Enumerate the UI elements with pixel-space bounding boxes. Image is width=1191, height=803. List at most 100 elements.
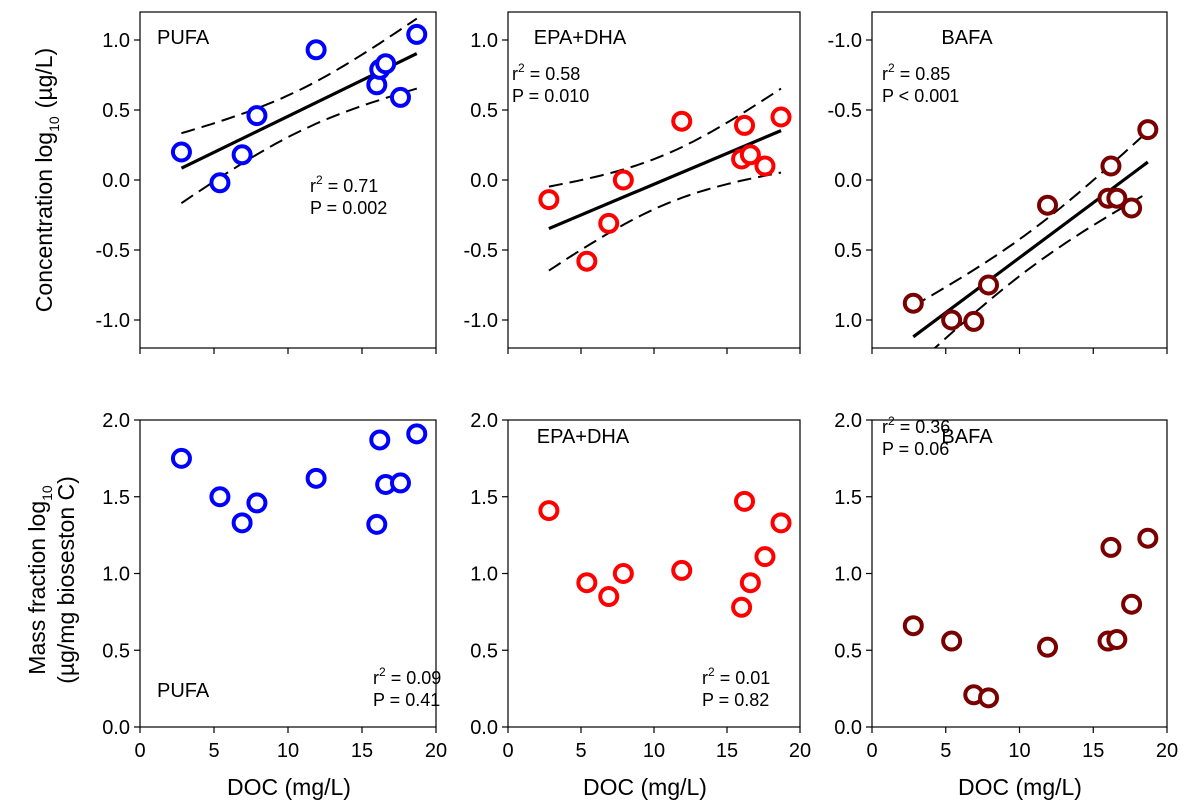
x-tick-label: 0 (502, 740, 513, 762)
panel-title: PUFA (157, 27, 210, 49)
y-tick-label: 1.5 (470, 487, 498, 509)
data-point (1137, 527, 1159, 549)
data-point (612, 563, 634, 584)
plot-frame (507, 11, 801, 349)
r-squared-label: r2 = 0.36 (882, 414, 950, 437)
data-point (170, 447, 192, 469)
data-point (1137, 119, 1159, 141)
x-axis-label-middle: DOC (mg/L) (583, 774, 707, 800)
y-tick-label: 0.5 (470, 100, 498, 122)
x-axis-label-left: DOC (mg/L) (227, 774, 351, 800)
y-tick-label: 2.0 (102, 410, 130, 432)
scatter-panel-3: 1.0 0.5 0.0 -0.5 -1.0 BAFA r2 = 0.85P < 0.001 (828, 11, 1168, 354)
data-point (671, 559, 693, 581)
y-tick-label: 0.5 (834, 640, 862, 662)
panel-title: EPA+DHA (537, 426, 630, 448)
data-point (1037, 636, 1059, 658)
data-point (941, 309, 963, 331)
p-value-label: P = 0.41 (373, 690, 440, 710)
y-tick-label: 1.0 (470, 564, 498, 586)
y-tick-label: 0.5 (470, 640, 498, 662)
scatter-panel-1: -1.0 -0.5 0.0 0.5 1.0 PUFA r2 = 0.71P = 0.002 (96, 11, 437, 354)
data-point (902, 615, 924, 637)
data-point (538, 189, 560, 211)
data-point (734, 490, 756, 512)
panel-title: PUFA (157, 680, 210, 702)
data-point (406, 23, 428, 45)
panel-title: EPA+DHA (534, 27, 627, 49)
y-tick-label: 1.0 (470, 30, 498, 52)
p-value-label: P = 0.010 (512, 86, 589, 106)
x-tick-label: 5 (208, 740, 219, 762)
y-tick-label: 0.0 (834, 717, 862, 739)
y-tick-label: 1.0 (834, 310, 862, 332)
x-tick-label: 15 (351, 740, 373, 762)
data-point (375, 53, 397, 75)
regression-group (548, 87, 782, 272)
p-value-label: P = 0.002 (310, 198, 387, 218)
y-tick-label: -1.0 (96, 310, 130, 332)
data-point (305, 467, 327, 489)
data-point (406, 423, 428, 445)
y-tick-label: 0.0 (470, 717, 498, 739)
y-tick-label: 0.0 (102, 170, 130, 192)
y-tick-label: -0.5 (464, 240, 498, 262)
r-squared-label: r2 = 0.71 (310, 173, 378, 196)
confidence-band-lower (548, 171, 782, 272)
x-tick-label: 5 (940, 740, 951, 762)
plot-frame (871, 419, 1168, 728)
data-point (538, 500, 560, 522)
data-point (1037, 194, 1059, 216)
x-tick-label: 15 (716, 740, 738, 762)
y-tick-label: 1.0 (102, 564, 130, 586)
y-tick-label: 1.5 (834, 487, 862, 509)
data-point (1100, 155, 1122, 177)
x-axis-label-right: DOC (mg/L) (958, 774, 1082, 800)
data-point (389, 472, 411, 494)
y-tick-label: 0.0 (470, 170, 498, 192)
data-point (612, 169, 634, 191)
data-point (246, 105, 268, 127)
y-tick-label: 0.5 (102, 640, 130, 662)
data-point (731, 596, 753, 618)
x-tick-label: 10 (1008, 740, 1030, 762)
data-point (209, 172, 231, 194)
scatter-panel-4: 0.0 0.5 1.0 1.5 2.0 0 5 10 15 20 PUFA r2 = 0.09P = … (102, 410, 447, 762)
data-point (978, 274, 1000, 296)
y-tick-label: -1.0 (828, 30, 862, 52)
data-point (231, 144, 253, 166)
y-tick-label: -0.5 (828, 100, 862, 122)
scatter-panel-2: -1.0 -0.5 0.0 0.5 1.0 EPA+DHA r2 = 0.58P = 0.0… (464, 11, 801, 354)
data-point (209, 486, 231, 508)
data-point (598, 212, 620, 234)
y-tick-label: 2.0 (470, 410, 498, 432)
regression-line (548, 129, 782, 231)
data-point (231, 512, 253, 534)
data-point (941, 630, 963, 652)
data-point (369, 429, 391, 451)
y-tick-label: 0.0 (834, 170, 862, 192)
p-value-label: P = 0.82 (702, 690, 769, 710)
y-tick-label: 2.0 (834, 410, 862, 432)
data-point (770, 512, 792, 534)
data-point (1121, 197, 1143, 219)
data-point (1106, 187, 1128, 209)
y-tick-label: 0.5 (834, 240, 862, 262)
y-tick-label: 0.5 (102, 100, 130, 122)
confidence-band-upper (181, 17, 418, 135)
data-point (305, 39, 327, 61)
x-tick-label: 15 (1082, 740, 1104, 762)
data-point (902, 292, 924, 314)
data-point (1121, 593, 1143, 615)
data-point (366, 513, 388, 535)
data-point (671, 110, 693, 132)
data-point (978, 687, 1000, 709)
panel-title: BAFA (941, 27, 993, 49)
data-point (170, 141, 192, 163)
confidence-band-lower (933, 192, 1149, 348)
x-tick-label: 10 (277, 740, 299, 762)
y-tick-label: -1.0 (464, 310, 498, 332)
x-tick-label: 10 (643, 740, 665, 762)
p-value-label: P = 0.06 (882, 439, 949, 459)
